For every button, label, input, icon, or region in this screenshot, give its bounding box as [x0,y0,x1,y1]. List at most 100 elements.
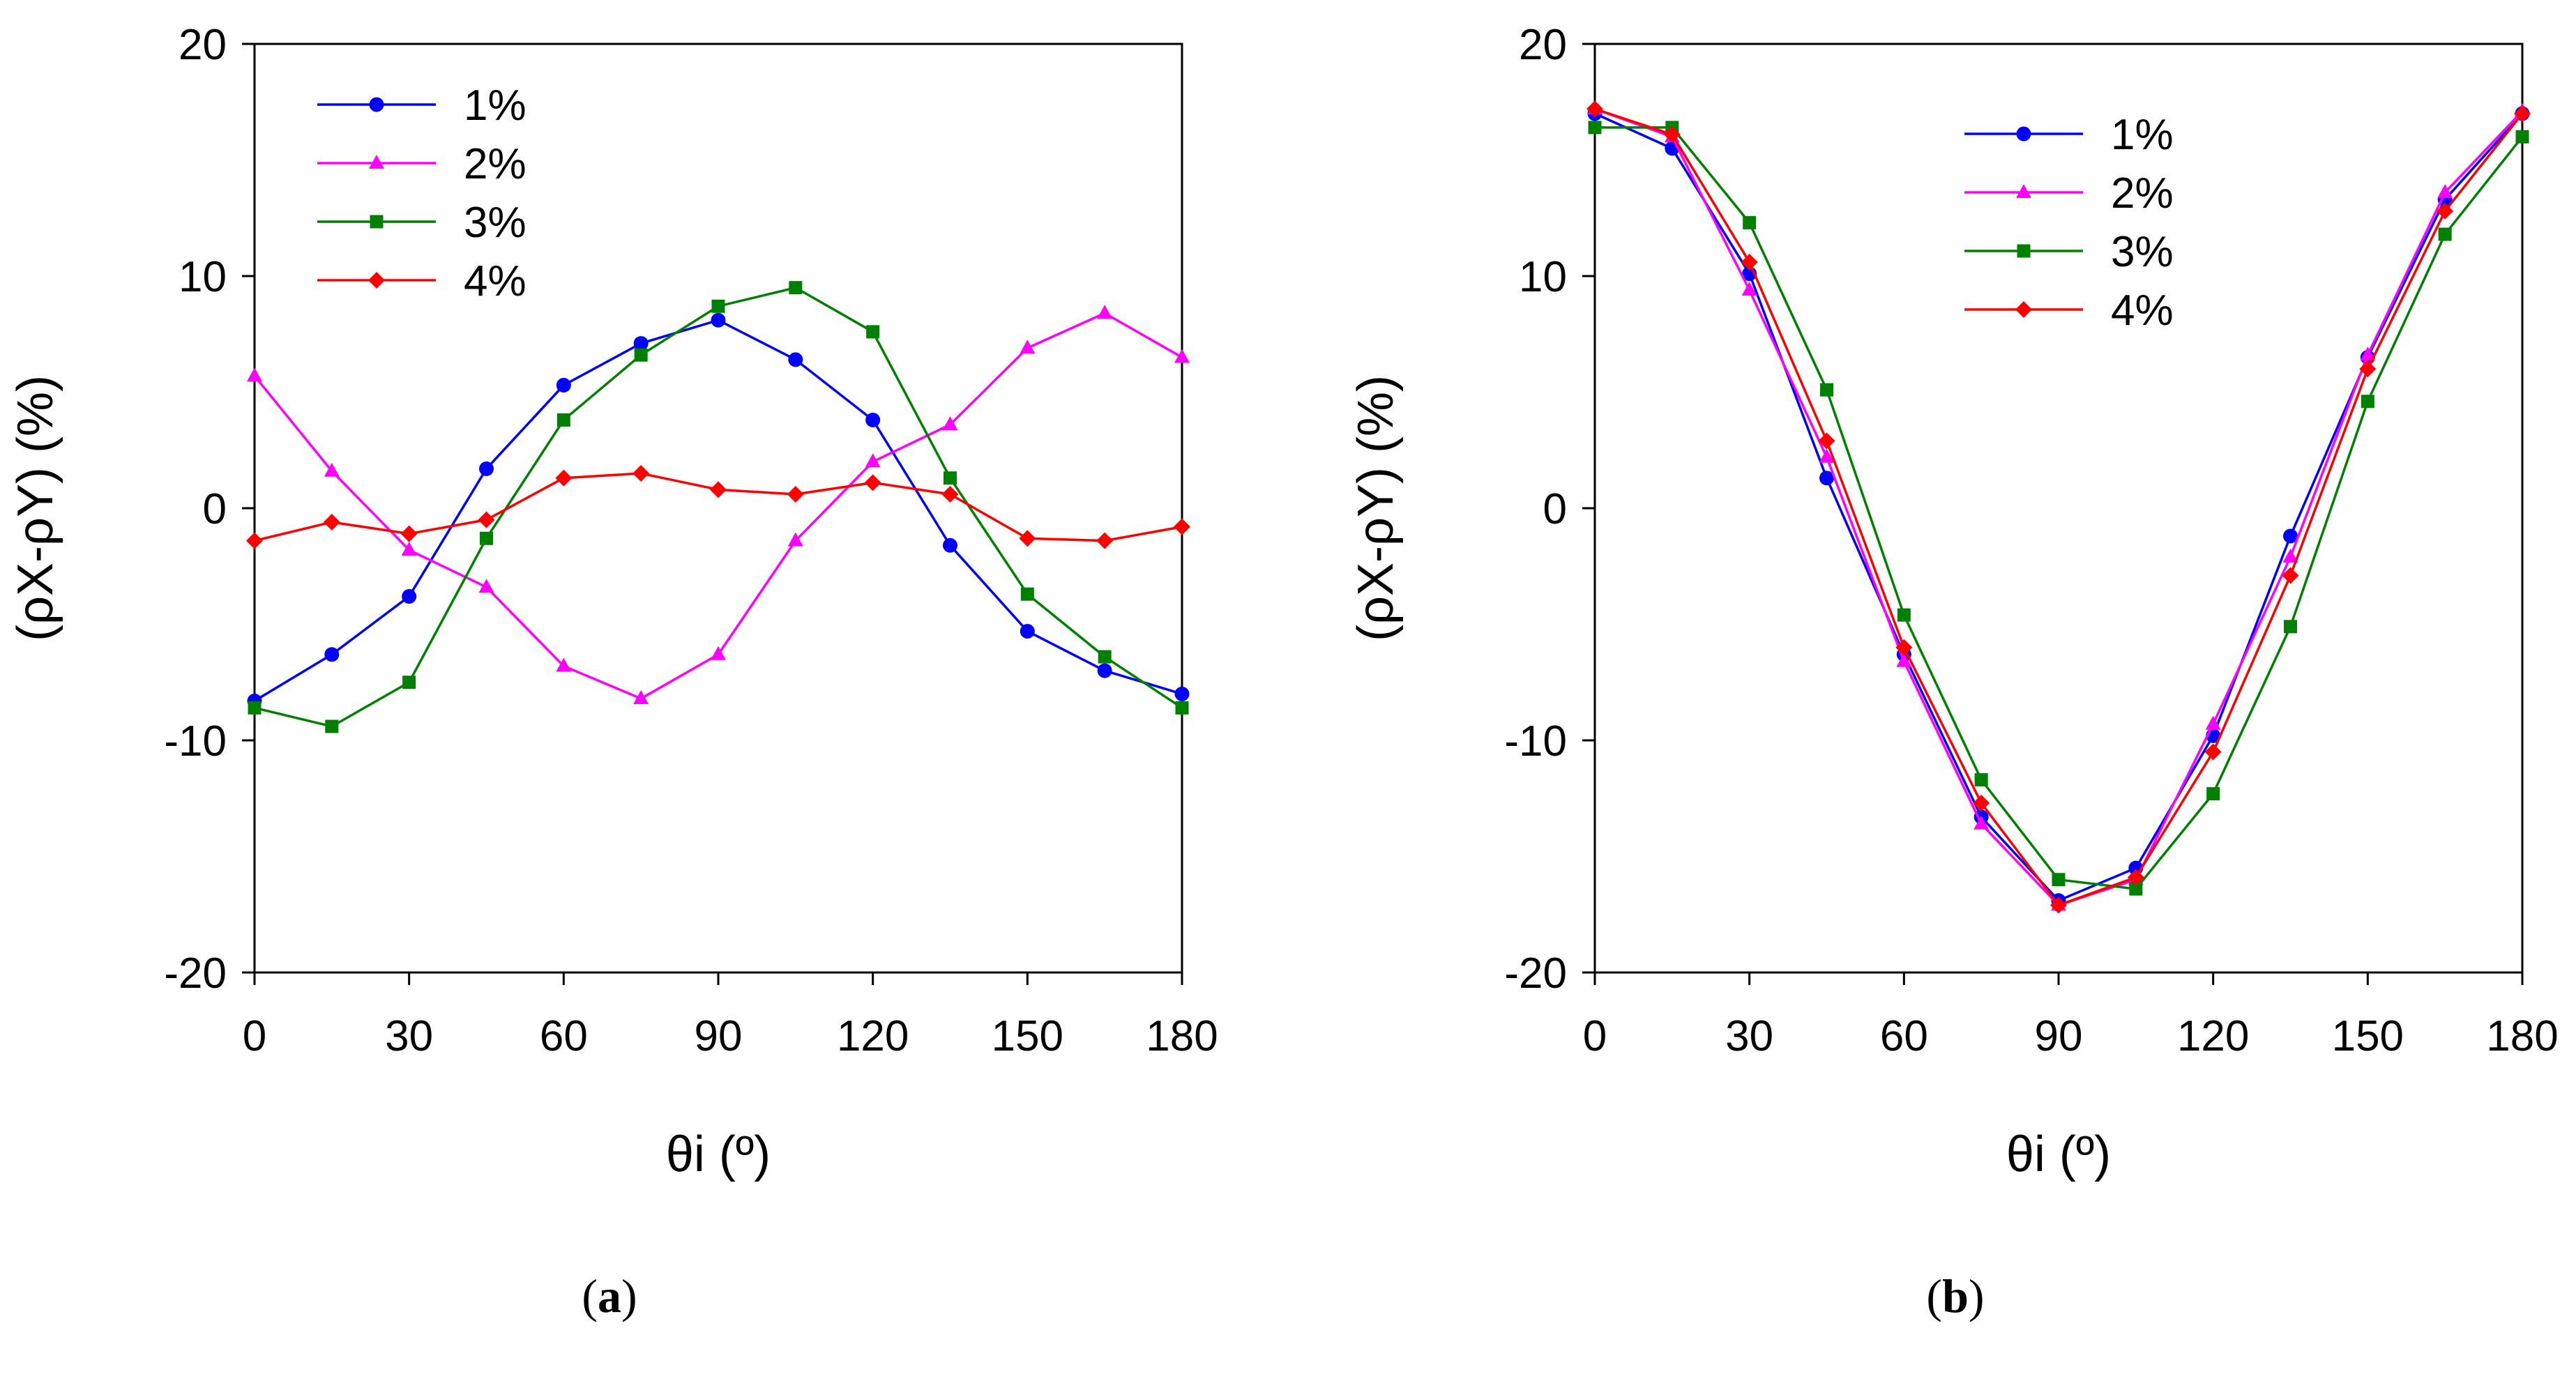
y-axis-title-a: (ρX-ρY) (%) [8,375,63,641]
data-point-a-4pct-150 [1019,530,1036,547]
data-point-a-2pct-150 [1020,339,1036,354]
x-tick-label-a-120: 120 [837,1012,909,1060]
data-point-a-2pct-0 [247,367,262,382]
y-tick-label-a-20: 20 [179,21,227,69]
x-tick-label-a-90: 90 [695,1012,743,1060]
data-point-a-4pct-90 [710,481,727,498]
series-a-4pct [246,465,1190,549]
legend-marker-a-2pct [369,155,384,169]
data-point-a-3pct-150 [1020,587,1034,601]
data-point-b-3pct-150 [2361,395,2374,409]
data-point-a-2pct-165 [1097,305,1113,319]
series-line-b-2pct [1594,107,2524,907]
legend-label-a-2pct: 2% [464,140,526,188]
y-tick-label-a--20: -20 [164,949,227,998]
data-point-a-2pct-120 [865,453,881,468]
data-point-b-4pct-120 [2204,743,2222,761]
data-point-a-1pct-120 [865,412,881,427]
series-a-3pct [248,281,1189,733]
data-point-b-4pct-180 [2514,105,2531,122]
data-point-a-4pct-105 [787,486,804,503]
data-point-a-2pct-45 [478,579,494,593]
data-point-a-1pct-165 [1097,663,1112,678]
data-point-a-2pct-60 [556,657,572,672]
x-tick-label-a-0: 0 [243,1012,266,1060]
legend-marker-b-4pct [2015,301,2032,318]
data-point-a-3pct-120 [866,325,880,339]
data-point-a-2pct-105 [787,532,803,547]
legend-label-a-4pct: 4% [464,257,526,305]
data-point-a-3pct-30 [402,676,416,689]
data-point-b-3pct-165 [2438,227,2452,241]
data-point-b-4pct-75 [1973,794,1990,811]
chart-panel-b: 0 30 60 90 120 150 180 -20 -10 0 10 20 θi (º) (ρX-ρY)… [1348,21,2559,1182]
data-point-b-2pct-135 [2282,548,2298,563]
data-point-b-4pct-165 [2437,202,2454,220]
series-line-a-3pct [254,286,1183,728]
data-point-a-2pct-15 [324,462,340,477]
series-b-4pct [1586,100,2531,914]
y-axis-title-b: (ρX-ρY) (%) [1348,375,1404,641]
data-point-b-3pct-60 [1897,608,1911,622]
data-point-b-4pct-45 [1818,432,1835,450]
data-point-b-4pct-90 [2050,896,2067,914]
x-tick-label-b-120: 120 [2177,1012,2249,1060]
data-point-b-4pct-0 [1586,100,1603,118]
legend-marker-a-1pct [369,97,384,112]
data-point-b-2pct-30 [1741,281,1757,296]
series-line-b-3pct [1595,126,2524,890]
data-point-a-1pct-105 [788,352,803,367]
data-point-a-4pct-120 [864,474,881,491]
data-point-b-1pct-45 [1819,471,1834,486]
y-tick-label-b--20: -20 [1504,949,1567,998]
data-point-b-3pct-105 [2129,882,2143,896]
y-tick-label-b-20: 20 [1519,21,1567,69]
x-tick-label-a-60: 60 [540,1012,588,1060]
data-point-a-2pct-75 [633,690,649,705]
panel-label-b: b [1942,1269,1969,1322]
data-point-a-1pct-60 [556,378,571,393]
x-tick-label-a-150: 150 [992,1012,1063,1060]
y-tick-label-b-0: 0 [1543,485,1567,533]
legend-marker-b-3pct [2017,244,2031,258]
data-point-b-3pct-180 [2515,130,2529,144]
x-tick-label-a-30: 30 [385,1012,433,1060]
data-point-b-3pct-45 [1820,383,1833,397]
data-point-a-3pct-105 [789,281,803,295]
data-point-a-2pct-90 [711,646,726,660]
data-point-a-3pct-60 [556,413,570,427]
data-point-a-3pct-165 [1098,650,1112,664]
y-tick-label-b--10: -10 [1504,717,1567,765]
data-point-a-1pct-90 [711,312,726,328]
plot-frame-a [253,43,1183,974]
data-point-a-1pct-180 [1174,686,1190,701]
data-point-a-2pct-30 [401,541,417,556]
data-point-a-3pct-0 [248,701,262,715]
data-point-b-1pct-135 [2283,528,2298,544]
data-point-a-1pct-135 [943,537,957,553]
data-point-b-2pct-150 [2360,346,2376,361]
y-tick-label-b-10: 10 [1519,253,1567,301]
data-point-a-2pct-180 [1174,349,1190,363]
panel-caption-b: (b) [1926,1269,1985,1322]
data-point-b-4pct-105 [2127,869,2144,886]
series-line-b-1pct [1594,112,2524,902]
data-point-b-2pct-165 [2437,184,2453,199]
series-line-a-2pct [253,312,1183,700]
data-point-a-4pct-45 [478,511,495,528]
data-point-b-4pct-15 [1663,125,1681,143]
x-axis-title-a: θi (º) [666,1127,771,1182]
data-point-b-3pct-135 [2284,620,2297,634]
data-point-b-2pct-75 [1973,815,1990,830]
data-point-b-4pct-135 [2282,567,2299,584]
panel-label-a: a [598,1269,621,1322]
data-point-a-4pct-135 [941,486,959,503]
x-tick-label-b-60: 60 [1880,1012,1928,1060]
data-point-a-3pct-45 [480,531,493,545]
x-tick-label-b-180: 180 [2486,1012,2558,1060]
data-point-a-4pct-75 [632,465,650,482]
legend-label-b-1pct: 1% [2111,111,2174,159]
series-b-3pct [1588,121,2529,896]
legend-marker-a-4pct [368,272,385,289]
data-point-a-4pct-180 [1174,518,1190,535]
